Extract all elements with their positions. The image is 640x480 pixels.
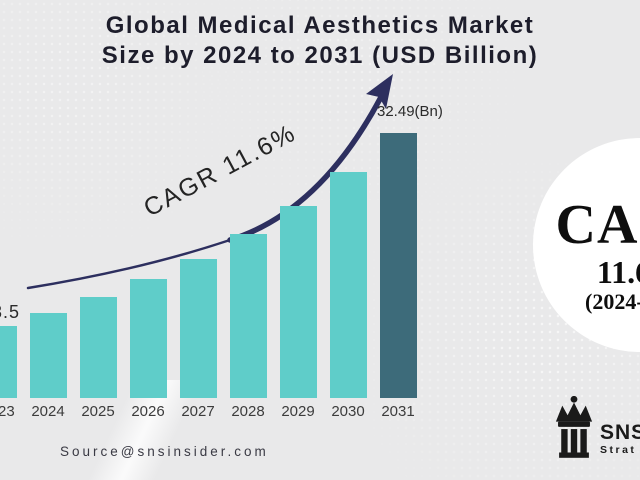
data-label-2031: 32.49(Bn) <box>377 103 443 120</box>
bar-2029 <box>279 206 317 398</box>
x-tick-2026: 2026 <box>131 403 165 420</box>
source-text: Source@snsinsider.com <box>60 444 269 459</box>
x-tick-2029: 2029 <box>281 403 315 420</box>
chart-title-line2: Size by 2024 to 2031 (USD Billion) <box>101 42 539 69</box>
bar-2025 <box>79 297 117 398</box>
bar-2026 <box>129 279 167 398</box>
cagr-badge-value: 11.6% <box>596 254 640 290</box>
bar-2023 <box>0 326 17 398</box>
bar-2028 <box>229 234 267 398</box>
chart-title-line1: Global Medical Aesthetics Market <box>105 12 535 39</box>
x-tick-2031: 2031 <box>381 403 415 420</box>
bar-2027 <box>179 259 217 398</box>
data-label-2023: 13.5 <box>0 302 21 322</box>
x-tick-2027: 2027 <box>181 403 215 420</box>
brand-name: SNS <box>600 421 640 444</box>
x-tick-2024: 2024 <box>31 403 65 420</box>
bar-2024 <box>29 313 67 398</box>
cagr-badge-title: CAGR <box>555 194 640 256</box>
chart-title: Global Medical Aesthetics Market Size by… <box>70 11 570 71</box>
x-tick-2030: 2030 <box>331 403 365 420</box>
brand-tagline: Strat <box>600 444 637 456</box>
bar-2030 <box>329 172 367 398</box>
cagr-badge: CAGR 11.6% (2024-2031) <box>533 138 640 352</box>
cagr-annotation: CAGR 11.6% <box>139 118 301 223</box>
cagr-badge-period: (2024-2031) <box>585 289 640 314</box>
bar-2031 <box>379 133 417 398</box>
chess-piece-icon <box>555 395 593 458</box>
x-tick-2023: 2023 <box>0 403 15 420</box>
x-tick-2028: 2028 <box>231 403 265 420</box>
brand-logo: SNS Strat <box>552 395 640 465</box>
x-tick-2025: 2025 <box>81 403 115 420</box>
